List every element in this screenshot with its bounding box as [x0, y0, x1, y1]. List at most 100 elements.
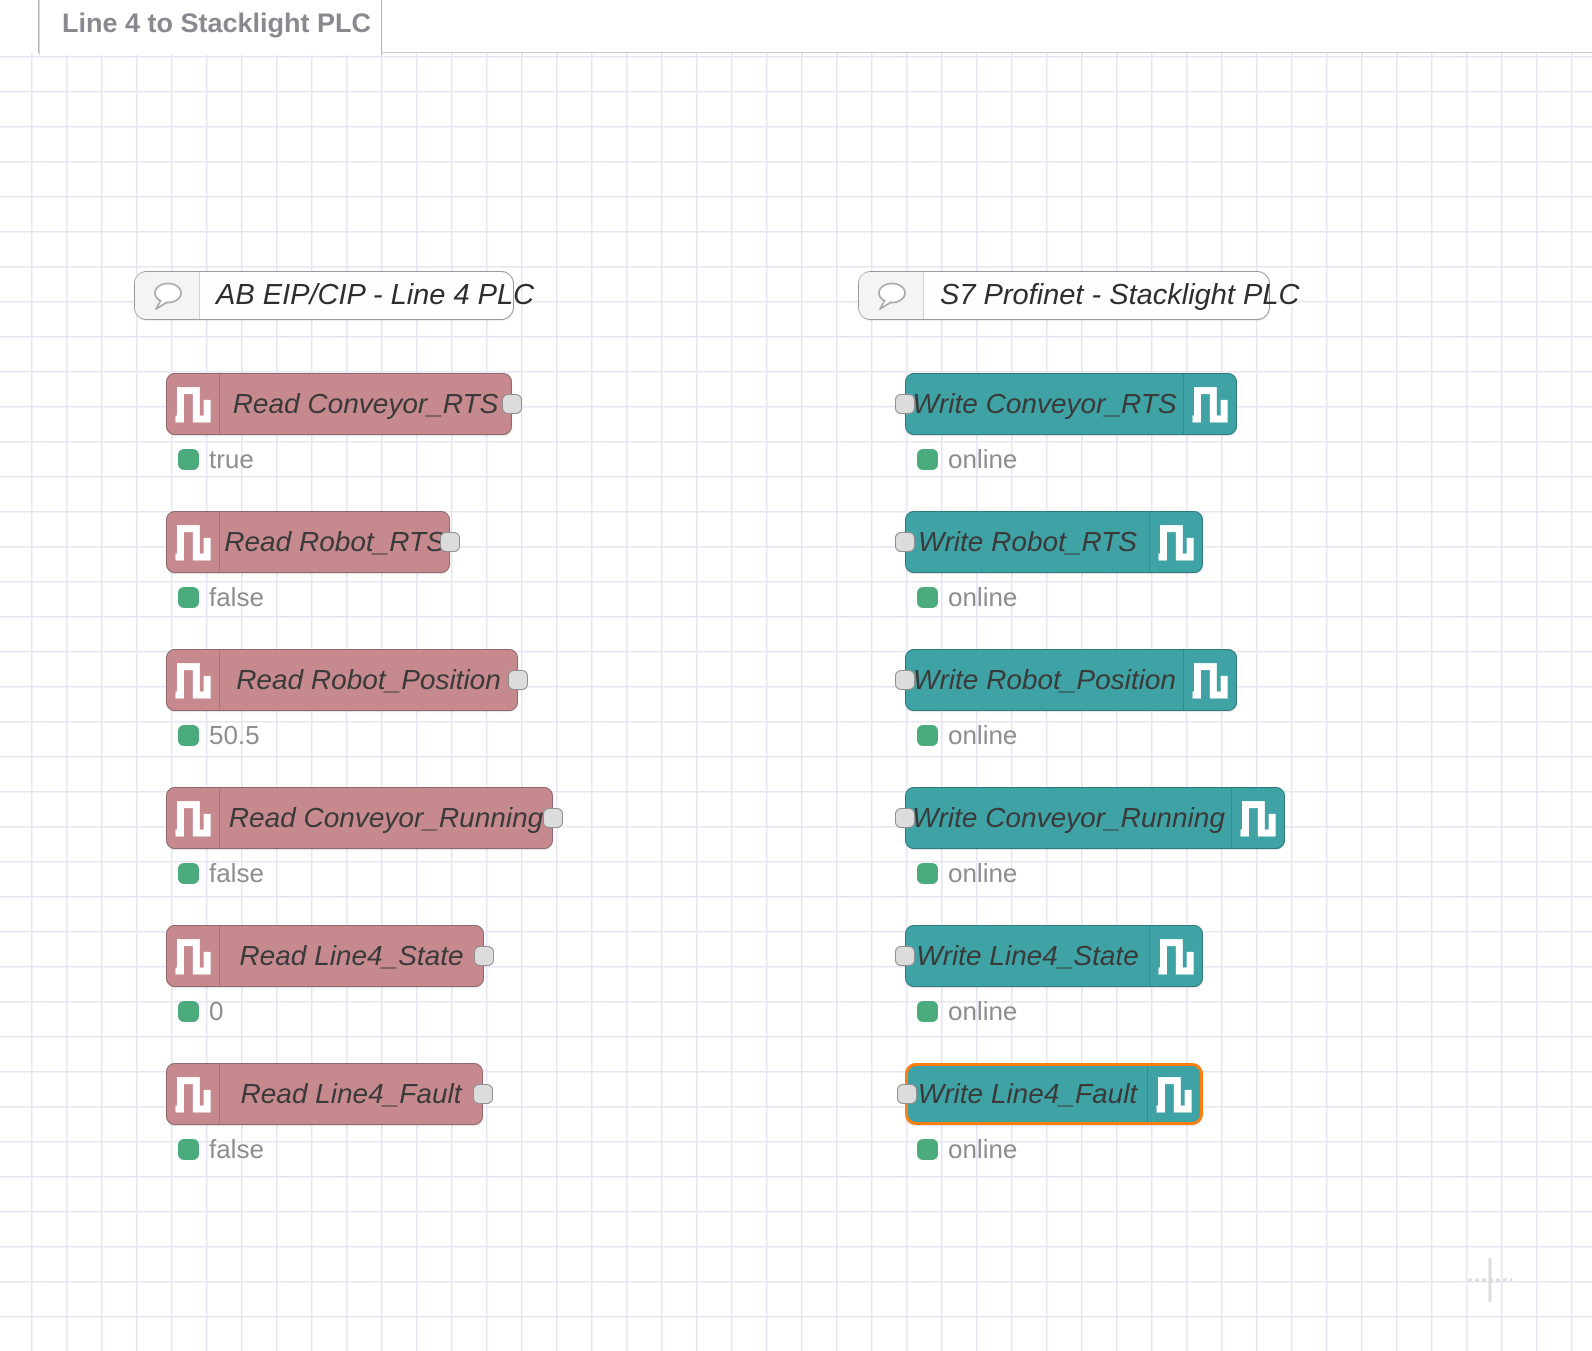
speech-bubble-icon	[154, 282, 182, 310]
status-dot-icon	[178, 724, 199, 746]
node-status: online	[917, 443, 1018, 474]
output-port[interactable]	[502, 394, 522, 414]
square-wave-icon	[1192, 663, 1228, 699]
node-status: 0	[178, 995, 224, 1026]
flow-node[interactable]: Write Robot_RTS	[895, 511, 1203, 573]
comment-node[interactable]: AB EIP/CIP - Line 4 PLC	[134, 271, 534, 320]
status-dot-icon	[917, 862, 938, 884]
status-text: online	[948, 1133, 1018, 1164]
node-label: Write Robot_RTS	[918, 526, 1137, 557]
status-dot-icon	[178, 448, 199, 470]
comment-label: AB EIP/CIP - Line 4 PLC	[216, 279, 535, 311]
status-dot-icon	[178, 1138, 199, 1160]
node-icon-section	[167, 512, 220, 572]
node-status: false	[178, 1133, 264, 1164]
flow-node[interactable]: Read Conveyor_Running	[166, 787, 563, 849]
square-wave-icon	[1158, 525, 1194, 561]
input-port[interactable]	[897, 1084, 917, 1104]
node-label: Write Line4_State	[916, 940, 1139, 971]
node-icon-section	[167, 788, 220, 848]
status-text: false	[209, 581, 264, 612]
node-status: false	[178, 581, 264, 612]
status-text: online	[948, 857, 1018, 888]
input-port[interactable]	[895, 808, 915, 828]
square-wave-icon	[175, 525, 211, 561]
output-port[interactable]	[473, 1084, 493, 1104]
status-text: true	[209, 443, 254, 474]
node-icon-section	[1149, 512, 1202, 572]
node-status: online	[917, 857, 1018, 888]
output-port[interactable]	[543, 808, 563, 828]
status-text: 50.5	[209, 719, 260, 750]
tab-label: Line 4 to Stacklight PLC	[62, 8, 372, 38]
node-status: false	[178, 858, 264, 888]
comment-node[interactable]: S7 Profinet - Stacklight PLC	[858, 271, 1299, 320]
node-label: Read Conveyor_RTS	[232, 388, 499, 419]
node-label: Write Line4_Fault	[917, 1078, 1138, 1109]
status-text: online	[948, 719, 1018, 750]
node-label: Read Conveyor_Running	[228, 802, 544, 833]
square-wave-icon	[1192, 387, 1228, 423]
status-text: online	[948, 443, 1018, 474]
flow-node[interactable]: Read Conveyor_RTS	[166, 373, 522, 435]
node-status: online	[917, 995, 1018, 1026]
flow-node[interactable]: Write Conveyor_Running	[895, 787, 1285, 849]
status-dot-icon	[917, 448, 938, 470]
status-text: 0	[209, 995, 224, 1026]
node-label: Read Robot_Position	[236, 664, 501, 695]
tab-line4-to-stacklight[interactable]: Line 4 to Stacklight PLC	[39, 0, 382, 55]
input-port[interactable]	[895, 946, 915, 966]
flow-canvas[interactable]: AB EIP/CIP - Line 4 PLC S7 Profinet - St…	[0, 53, 1592, 1351]
node-label: Read Line4_State	[239, 940, 464, 971]
node-icon-section	[1149, 926, 1202, 986]
flow-node[interactable]: Read Line4_Fault	[166, 1063, 493, 1125]
node-status: online	[917, 1133, 1018, 1164]
input-port[interactable]	[895, 670, 915, 690]
flow-node[interactable]: Read Robot_RTS	[166, 511, 460, 573]
node-label: Read Robot_RTS	[224, 526, 445, 557]
square-wave-icon	[175, 387, 211, 423]
node-icon-section	[1183, 374, 1236, 434]
flow-node[interactable]: Write Conveyor_RTS	[895, 373, 1237, 435]
flow-node[interactable]: Write Line4_Fault	[897, 1063, 1203, 1125]
flow-node[interactable]: Read Robot_Position	[166, 649, 528, 711]
flow-node[interactable]: Write Line4_State	[895, 925, 1203, 987]
status-dot-icon	[917, 1138, 938, 1160]
node-icon-section	[167, 1064, 220, 1124]
input-port[interactable]	[895, 532, 915, 552]
node-status: online	[917, 719, 1018, 750]
square-wave-icon	[175, 801, 211, 837]
output-port[interactable]	[508, 670, 528, 690]
status-dot-icon	[917, 586, 938, 608]
node-label: Write Conveyor_Running	[912, 802, 1225, 833]
tab-bar: Line 4 to Stacklight PLC	[0, 0, 1592, 55]
comment-icon-section	[859, 272, 924, 319]
square-wave-icon	[175, 1077, 211, 1113]
tab-stub[interactable]	[0, 0, 39, 53]
node-label: Write Robot_Position	[913, 664, 1177, 695]
canvas-crosshair-icon	[1468, 1258, 1512, 1302]
speech-bubble-icon	[878, 282, 906, 310]
node-icon-section	[167, 650, 220, 710]
node-icon-section	[1231, 788, 1284, 848]
flow-node[interactable]: Write Robot_Position	[895, 649, 1237, 711]
input-port[interactable]	[895, 394, 915, 414]
comment-label: S7 Profinet - Stacklight PLC	[940, 279, 1300, 311]
status-dot-icon	[178, 586, 199, 608]
node-label: Read Line4_Fault	[240, 1078, 462, 1109]
output-port[interactable]	[474, 946, 494, 966]
node-status: 50.5	[178, 719, 260, 750]
status-text: online	[948, 581, 1018, 612]
node-label: Write Conveyor_RTS	[912, 388, 1177, 419]
status-dot-icon	[917, 1000, 938, 1022]
square-wave-icon	[175, 663, 211, 699]
status-dot-icon	[178, 862, 199, 884]
node-icon-section	[167, 926, 220, 986]
node-status: true	[178, 443, 254, 474]
output-port[interactable]	[440, 532, 460, 552]
status-text: false	[209, 1133, 264, 1164]
flow-node[interactable]: Read Line4_State	[166, 925, 494, 987]
status-dot-icon	[178, 1000, 199, 1022]
square-wave-icon	[1158, 939, 1194, 975]
status-text: online	[948, 995, 1018, 1026]
